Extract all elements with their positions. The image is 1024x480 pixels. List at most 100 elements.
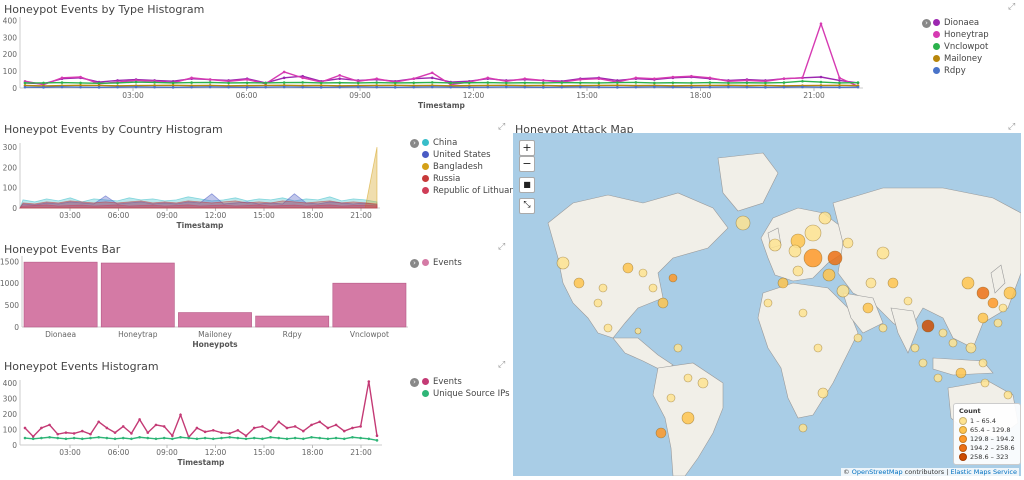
attack-point[interactable] <box>598 283 608 293</box>
attack-point[interactable] <box>903 296 913 306</box>
attack-point[interactable] <box>921 319 935 333</box>
zoom-in-button[interactable]: + <box>519 140 535 156</box>
attack-point[interactable] <box>878 323 888 333</box>
attack-point[interactable] <box>965 342 977 354</box>
attack-point[interactable] <box>673 343 683 353</box>
attack-point[interactable] <box>955 367 967 379</box>
attack-point[interactable] <box>978 358 988 368</box>
legend-item[interactable]: Events <box>422 376 510 387</box>
legend-item[interactable]: Honeytrap <box>933 29 989 40</box>
attack-point[interactable] <box>976 286 990 300</box>
legend-toggle-icon[interactable]: › <box>410 139 419 148</box>
attack-point[interactable] <box>910 343 920 353</box>
attack-point[interactable] <box>961 276 975 290</box>
attack-point[interactable] <box>681 411 695 425</box>
legend-toggle-icon[interactable]: › <box>922 19 931 28</box>
data-point <box>449 81 453 85</box>
legend-item[interactable]: China <box>422 137 522 148</box>
attack-point[interactable] <box>1003 286 1017 300</box>
attack-point[interactable] <box>876 246 890 260</box>
attack-point[interactable] <box>987 297 999 309</box>
expand-icon[interactable]: ⤢ <box>498 122 506 132</box>
data-point <box>146 431 150 434</box>
legend-item[interactable]: Russia <box>422 173 522 184</box>
attack-point[interactable] <box>827 250 843 266</box>
attack-point[interactable] <box>697 377 709 389</box>
osm-link[interactable]: OpenStreetMap <box>851 468 903 476</box>
attack-point[interactable] <box>993 318 1003 328</box>
data-point <box>60 76 64 80</box>
attack-point[interactable] <box>798 423 808 433</box>
data-point <box>597 85 601 89</box>
attack-point[interactable] <box>556 256 570 270</box>
legend-item[interactable]: Rdpy <box>933 65 989 76</box>
attack-point[interactable] <box>763 298 773 308</box>
legend-item[interactable]: Bangladesh <box>422 161 522 172</box>
attack-point[interactable] <box>887 277 899 289</box>
zoom-out-button[interactable]: − <box>519 156 535 172</box>
y-tick-label: 400 <box>3 16 18 25</box>
attack-point[interactable] <box>788 244 802 258</box>
attack-point[interactable] <box>1003 390 1013 400</box>
legend-item[interactable]: Mailoney <box>933 53 989 64</box>
attack-point[interactable] <box>804 224 822 242</box>
attack-point[interactable] <box>593 298 603 308</box>
attack-point[interactable] <box>948 338 958 348</box>
fit-bounds-icon[interactable]: ⤡ <box>519 198 535 214</box>
attack-point[interactable] <box>980 378 990 388</box>
attack-point[interactable] <box>842 237 854 249</box>
attack-point[interactable] <box>668 273 678 283</box>
attack-point[interactable] <box>634 327 642 335</box>
attack-point[interactable] <box>862 302 874 314</box>
world-map[interactable] <box>513 133 1021 476</box>
legend-item[interactable]: Vnclowpot <box>933 41 989 52</box>
attack-point[interactable] <box>735 215 751 231</box>
expand-icon[interactable]: ⤢ <box>1008 122 1016 132</box>
attack-point[interactable] <box>792 265 804 277</box>
data-point <box>412 77 416 81</box>
attack-point[interactable] <box>777 277 789 289</box>
attack-point[interactable] <box>803 248 823 268</box>
legend-item[interactable]: Republic of Lithuania <box>422 185 522 196</box>
attack-point[interactable] <box>573 277 585 289</box>
attack-point[interactable] <box>977 312 989 324</box>
data-point <box>269 429 272 433</box>
legend-item[interactable]: Events <box>422 257 462 268</box>
data-point <box>97 420 100 424</box>
legend-item[interactable]: United States <box>422 149 522 160</box>
expand-icon[interactable]: ⤢ <box>498 242 506 252</box>
attack-point[interactable] <box>822 268 836 282</box>
attack-point[interactable] <box>938 328 948 338</box>
legend-item[interactable]: Unique Source IPs <box>422 388 510 399</box>
attack-point[interactable] <box>998 303 1008 313</box>
attack-point[interactable] <box>666 393 676 403</box>
attack-point[interactable] <box>817 387 829 399</box>
attack-point[interactable] <box>648 283 658 293</box>
attack-point[interactable] <box>933 373 943 383</box>
attack-point[interactable] <box>768 238 782 252</box>
expand-icon[interactable]: ⤢ <box>1008 2 1016 12</box>
attack-point[interactable] <box>638 268 648 278</box>
expand-icon[interactable]: ⤢ <box>498 360 506 370</box>
attack-point[interactable] <box>836 284 850 298</box>
map-canvas[interactable]: + − ■ ⤡ Count 1 – 65.4 65.4 – 129.8 129.8 … <box>513 133 1021 476</box>
attack-point[interactable] <box>865 277 877 289</box>
legend-toggle-icon[interactable]: › <box>410 378 419 387</box>
attack-point[interactable] <box>603 323 613 333</box>
ems-link[interactable]: Elastic Maps Service <box>950 468 1017 476</box>
attack-point[interactable] <box>657 297 669 309</box>
legend-item[interactable]: Dionaea <box>933 17 989 28</box>
attack-point[interactable] <box>655 427 667 439</box>
y-tick-label: 0 <box>12 441 17 450</box>
attack-point[interactable] <box>918 358 928 368</box>
x-tick-label: Honeytrap <box>118 330 158 339</box>
attack-point[interactable] <box>818 211 832 225</box>
attack-point[interactable] <box>813 343 823 353</box>
legend-toggle-icon[interactable]: › <box>410 259 419 268</box>
attack-point[interactable] <box>683 373 693 383</box>
attack-point[interactable] <box>798 308 808 318</box>
draw-rectangle-icon[interactable]: ■ <box>519 177 535 193</box>
legend-label: Republic of Lithuania <box>433 185 523 196</box>
attack-point[interactable] <box>853 333 863 343</box>
attack-point[interactable] <box>622 262 634 274</box>
